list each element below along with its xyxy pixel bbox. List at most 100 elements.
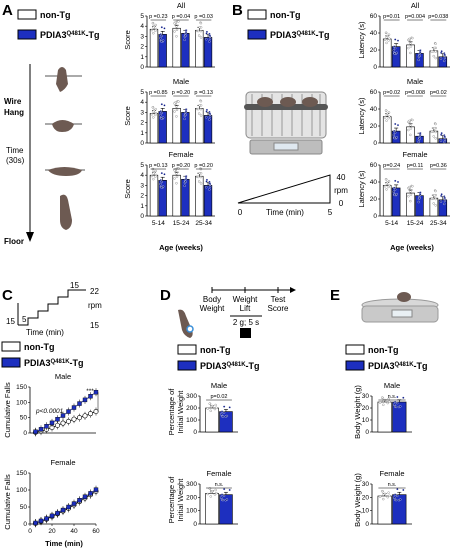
legend-label-nontg: non-Tg — [270, 10, 301, 20]
y-tick-label: 5 — [140, 162, 144, 169]
data-point — [443, 140, 446, 144]
data-point — [396, 180, 400, 184]
xlabel-age-b: Age (weeks) — [390, 243, 434, 252]
point-tg — [49, 420, 55, 426]
data-point — [160, 34, 163, 38]
data-point — [205, 186, 208, 189]
data-point — [199, 108, 203, 111]
p-value: p=0.02 — [383, 90, 400, 96]
data-point — [417, 58, 420, 62]
data-point — [220, 413, 223, 416]
data-point — [439, 57, 443, 60]
bar-nontg — [377, 495, 392, 525]
y-tick-label: 0 — [23, 521, 27, 528]
data-point — [402, 396, 405, 399]
timeline-test-score: Test Score — [268, 295, 289, 313]
data-point — [409, 51, 412, 55]
data-point — [394, 179, 397, 182]
p-value: p=0.038 — [428, 14, 448, 20]
y-tick-label: 0 — [193, 521, 197, 528]
y-tick-label: 3 — [140, 109, 144, 116]
data-point — [208, 182, 212, 185]
mouse-hanging-icon — [56, 67, 68, 92]
bar-nontg — [377, 401, 392, 433]
data-point — [434, 56, 437, 60]
data-point — [443, 196, 446, 200]
y-tick-label: 200 — [186, 405, 197, 412]
data-point — [434, 42, 437, 45]
data-point — [154, 175, 157, 178]
protocol-22: 22 — [90, 287, 99, 296]
data-point — [198, 112, 201, 115]
point-tg — [93, 487, 99, 492]
panel-label-d: D — [160, 287, 171, 304]
data-point — [393, 136, 396, 140]
data-point — [393, 496, 396, 499]
data-point — [159, 114, 162, 117]
y-tick-label: 0 — [373, 213, 377, 220]
data-point — [222, 411, 226, 414]
ylabel-latency-female: Latency (s) — [357, 170, 366, 208]
data-point — [394, 38, 397, 41]
panel-label-a: A — [2, 2, 13, 19]
data-point — [418, 137, 421, 140]
legend-d: non-Tg PDIA3Q481K-Tg — [177, 344, 260, 371]
y-tick-label: 20 — [362, 494, 370, 501]
data-point — [431, 197, 435, 201]
data-point — [208, 188, 211, 191]
data-point — [205, 108, 209, 112]
data-point — [214, 488, 217, 492]
point-tg — [66, 409, 71, 414]
rotarod-illustration — [244, 91, 328, 155]
bar-tg — [181, 33, 190, 68]
weight-note: 2 g; 5 s — [233, 318, 259, 327]
data-point — [407, 46, 410, 50]
data-point — [173, 177, 176, 180]
data-point — [382, 403, 385, 406]
scale-display — [391, 309, 413, 318]
point-tg — [66, 504, 71, 510]
legend-swatch-nontg — [1, 341, 21, 352]
ylabel-score-male: Score — [123, 106, 132, 126]
y-tick-label: 300 — [186, 393, 197, 400]
y-tick-label: 100 — [186, 508, 197, 515]
point-tg — [55, 417, 60, 422]
data-point — [197, 175, 200, 179]
data-point — [396, 494, 399, 498]
protocol-5: 5 — [22, 315, 27, 324]
p-value: p =0.04 — [172, 14, 191, 20]
mouse-on-scale-icon — [397, 292, 411, 302]
y-tick-label: 40 — [370, 179, 378, 186]
data-point — [221, 415, 225, 418]
data-point — [388, 400, 391, 403]
wire-label: Wire Hang — [4, 97, 24, 117]
data-point — [151, 21, 155, 25]
y-tick-label: 60 — [370, 89, 378, 96]
y-tick-label: 5 — [140, 13, 144, 20]
data-point — [394, 498, 398, 502]
data-point — [395, 51, 398, 54]
bar-tg — [203, 185, 213, 217]
subchart-title: Male — [211, 381, 227, 390]
protocol-steps — [18, 289, 86, 326]
protocol-d: Body Weight Weight Lift Test Score 2 g; 5 s — [178, 287, 296, 338]
legend-swatch-tg — [1, 357, 21, 368]
y-tick-label: 0 — [193, 429, 197, 436]
floor-label: Floor — [4, 237, 24, 246]
timeline-weight-lift: Weight Lift — [233, 295, 259, 313]
data-point — [381, 396, 384, 399]
p-value: p =0.13 — [194, 90, 213, 96]
x-tick-label: 15-24 — [173, 220, 190, 227]
y-tick-label: 3 — [140, 182, 144, 189]
data-point — [198, 180, 201, 183]
p-value: p=0.01 — [383, 14, 400, 20]
data-point — [209, 490, 213, 494]
data-point — [197, 107, 200, 111]
data-point — [443, 135, 446, 138]
ramp-x5: 5 — [328, 208, 333, 217]
data-point — [175, 25, 178, 28]
data-point — [381, 490, 384, 493]
rotarod-ramp: 40 rpm 0 0 Time (min) 5 — [238, 173, 348, 217]
data-point — [173, 169, 176, 172]
